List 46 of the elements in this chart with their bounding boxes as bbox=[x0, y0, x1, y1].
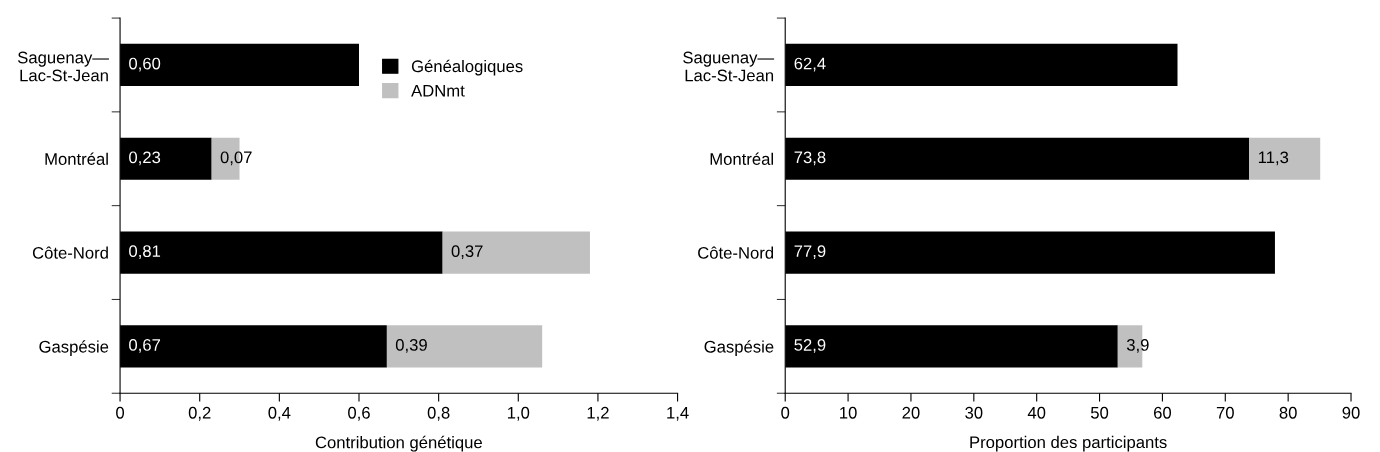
data-label: 62,4 bbox=[794, 57, 826, 72]
x-tick-label: 0 bbox=[781, 406, 790, 419]
x-tick-label: 40 bbox=[1027, 406, 1046, 419]
x-tick-label: 0 bbox=[116, 406, 125, 419]
data-label: 11,3 bbox=[1258, 151, 1289, 166]
y-tick-label: Saguenay— Lac-St-Jean bbox=[17, 51, 109, 82]
x-tick-label: 1,2 bbox=[587, 406, 609, 421]
bar bbox=[386, 325, 543, 368]
x-tick-label: 1,0 bbox=[507, 406, 530, 421]
data-label: 73,8 bbox=[794, 151, 826, 166]
y-tick-label: Côte-Nord bbox=[698, 246, 774, 259]
bar bbox=[1249, 137, 1321, 180]
y-tick-label: Gaspésie bbox=[39, 340, 109, 356]
bar bbox=[442, 231, 590, 274]
x-tick-label: 10 bbox=[840, 406, 857, 419]
x-tick-label: 50 bbox=[1090, 406, 1109, 419]
data-label: 0,23 bbox=[129, 151, 161, 166]
data-label: 3,9 bbox=[1126, 339, 1149, 353]
x-tick-label: 0,8 bbox=[427, 406, 450, 421]
y-tick-label: Montréal bbox=[710, 152, 773, 165]
x-tick-label: 0,6 bbox=[348, 406, 370, 421]
data-label: 77,9 bbox=[794, 245, 826, 259]
data-label: 0,81 bbox=[129, 245, 161, 259]
x-tick-label: 0,2 bbox=[188, 406, 211, 421]
y-tick-label: Saguenay— Lac-St-Jean bbox=[683, 51, 775, 82]
x-tick-label: 30 bbox=[965, 406, 983, 419]
data-label: 0,07 bbox=[220, 151, 252, 166]
x-tick-label: 90 bbox=[1342, 406, 1360, 419]
y-tick-label: Montréal bbox=[45, 152, 108, 165]
x-tick-label: 70 bbox=[1216, 406, 1234, 419]
data-label: 52,9 bbox=[794, 339, 826, 353]
x-tick-label: 20 bbox=[902, 406, 920, 419]
x-tick-label: 60 bbox=[1154, 406, 1172, 419]
y-tick-label: Côte-Nord bbox=[32, 246, 108, 259]
x-tick-label: 1,4 bbox=[667, 407, 689, 421]
x-axis-title: Contribution génétique bbox=[315, 435, 482, 452]
legend-label: Généalogiques bbox=[411, 59, 523, 76]
data-label: 0,37 bbox=[451, 245, 483, 259]
data-label: 0,60 bbox=[129, 57, 161, 72]
x-tick-label: 80 bbox=[1279, 406, 1297, 419]
x-axis-title: Proportion des participants bbox=[970, 435, 1167, 452]
x-tick-label: 0,4 bbox=[268, 406, 291, 421]
data-label: 0,67 bbox=[129, 339, 161, 353]
legend-label: ADNmt bbox=[411, 85, 465, 97]
y-tick-label: Gaspésie bbox=[704, 340, 774, 356]
data-label: 0,39 bbox=[395, 339, 427, 353]
